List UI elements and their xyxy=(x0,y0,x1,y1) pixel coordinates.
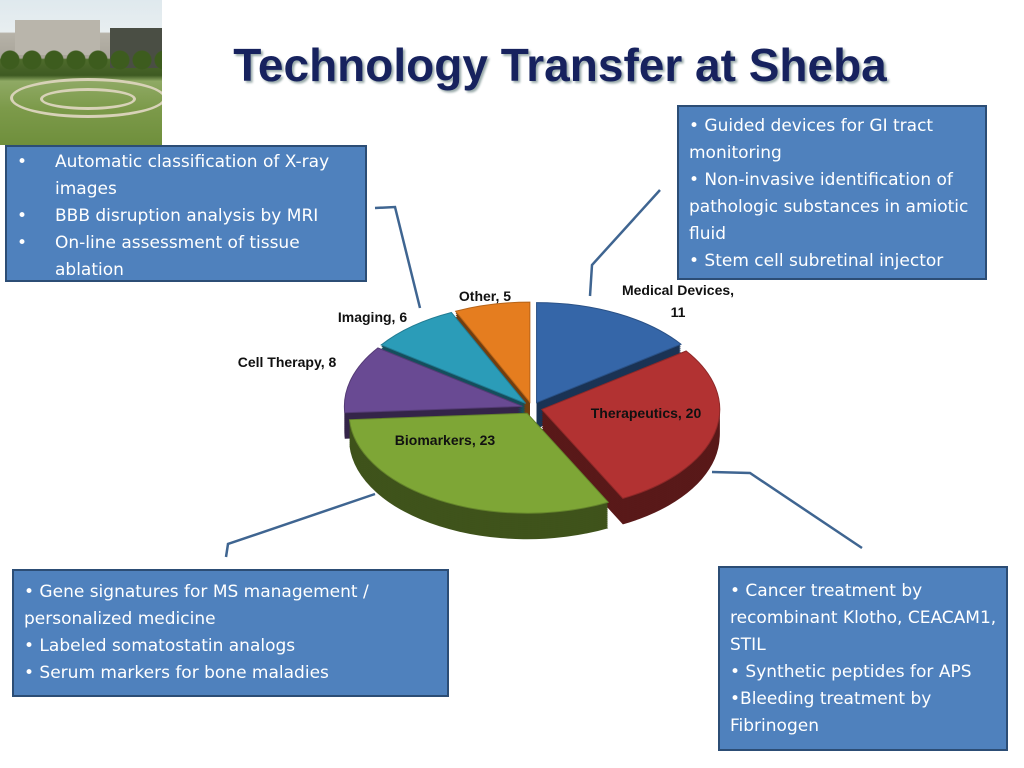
bullet-item: • Stem cell subretinal injector xyxy=(689,251,944,271)
therapeutics-callout-box: • Cancer treatment by recombinant Klotho… xyxy=(718,566,1008,751)
bullet-item: Automatic classification of X-ray images xyxy=(7,149,365,203)
bullet-item: •Bleeding treatment by Fibrinogen xyxy=(730,689,932,736)
bullet-item: • Cancer treatment by recombinant Klotho… xyxy=(730,581,997,655)
label-therapeutics: Therapeutics, 20 xyxy=(590,405,702,421)
label-other: Other, 5 xyxy=(458,288,512,304)
bullet-item: On-line assessment of tissue ablation xyxy=(7,230,365,284)
pie-slice-other xyxy=(454,301,531,404)
label-biomarkers: Biomarkers, 23 xyxy=(394,432,496,448)
label-medical-devices: Medical Devices, 11 xyxy=(621,282,735,320)
label-imaging: Imaging, 6 xyxy=(337,309,408,325)
bullet-item: • Guided devices for GI tract monitoring xyxy=(689,116,934,163)
bullet-item: • Labeled somatostatin analogs xyxy=(24,636,296,656)
campus-photo xyxy=(0,0,162,145)
bullet-item: BBB disruption analysis by MRI xyxy=(7,203,365,230)
biomarkers-callout-box: • Gene signatures for MS management / pe… xyxy=(12,569,449,697)
medical-devices-callout-box: • Guided devices for GI tract monitoring… xyxy=(677,105,987,280)
imaging-callout-box: Automatic classification of X-ray images… xyxy=(5,145,367,282)
bullet-item: • Serum markers for bone maladies xyxy=(24,663,329,683)
label-cell-therapy: Cell Therapy, 8 xyxy=(237,354,337,370)
bullet-item: • Gene signatures for MS management / pe… xyxy=(24,582,369,629)
page-title: Technology Transfer at Sheba xyxy=(233,39,887,91)
callout-line-medical xyxy=(588,189,661,297)
bullet-item: • Synthetic peptides for APS xyxy=(730,662,972,682)
pie-slice-imaging xyxy=(380,311,527,404)
callout-line-imaging xyxy=(374,205,422,309)
pie-slice-therapeutics xyxy=(540,350,721,499)
callout-line-therapeutics xyxy=(711,470,863,550)
pie-slice-medical-devices xyxy=(536,302,683,404)
callout-line-biomarkers xyxy=(224,492,376,558)
pie-slice-biomarkers xyxy=(348,412,610,514)
pie-slice-cell-therapy xyxy=(343,347,523,414)
bullet-item: • Non-invasive identification of patholo… xyxy=(689,170,969,244)
